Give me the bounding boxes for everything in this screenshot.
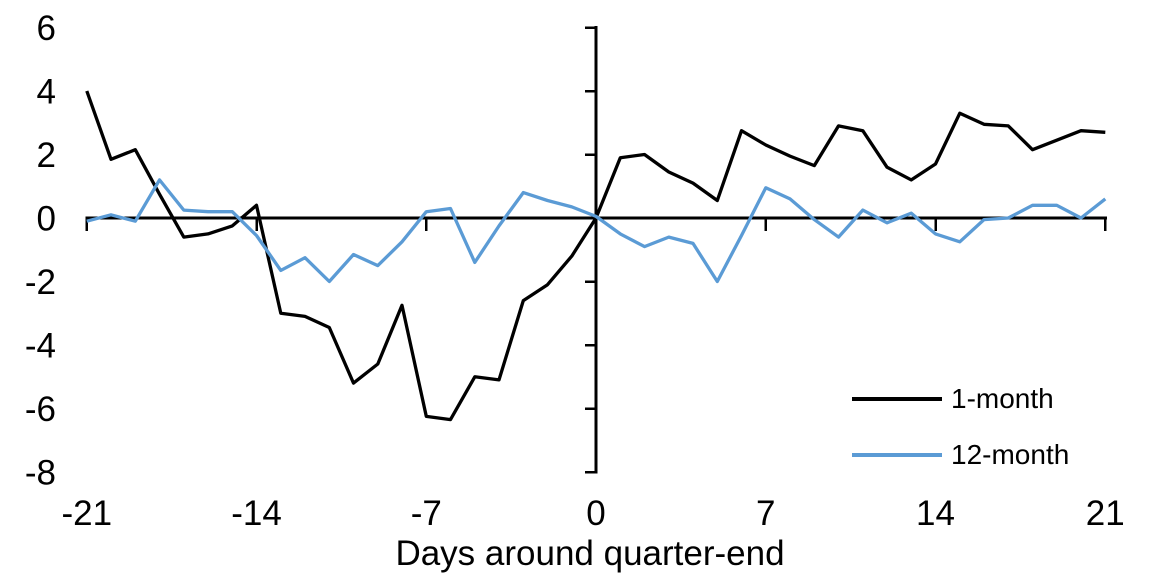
- y-tick-label: -2: [25, 263, 56, 302]
- x-tick-label: 14: [916, 494, 955, 533]
- x-tick-label: 7: [756, 494, 775, 533]
- x-axis-title: Days around quarter-end: [395, 534, 785, 573]
- y-tick-label: -6: [25, 390, 56, 429]
- series-line-12-month: [86, 178, 1107, 284]
- legend-item-1-month: 1-month: [852, 385, 1054, 413]
- y-tick-label: 2: [37, 136, 56, 175]
- y-tick-label: 4: [37, 73, 56, 112]
- legend-item-12-month: 12-month: [852, 441, 1069, 469]
- legend-line-sample-blue: [852, 453, 942, 457]
- x-tick-label: 21: [1086, 494, 1125, 533]
- y-tick-label: -4: [25, 327, 56, 366]
- y-tick-label: -8: [25, 454, 56, 493]
- y-tick-label: 6: [37, 9, 56, 48]
- legend-label-12-month: 12-month: [951, 439, 1070, 470]
- y-tick-label: 0: [37, 200, 56, 239]
- legend-label-1-month: 1-month: [951, 383, 1054, 414]
- legend-line-sample-black: [852, 397, 942, 401]
- x-tick-label: -14: [231, 494, 282, 533]
- x-tick-label: -7: [411, 494, 442, 533]
- x-tick-label: 0: [586, 494, 605, 533]
- x-tick-label: -21: [61, 494, 112, 533]
